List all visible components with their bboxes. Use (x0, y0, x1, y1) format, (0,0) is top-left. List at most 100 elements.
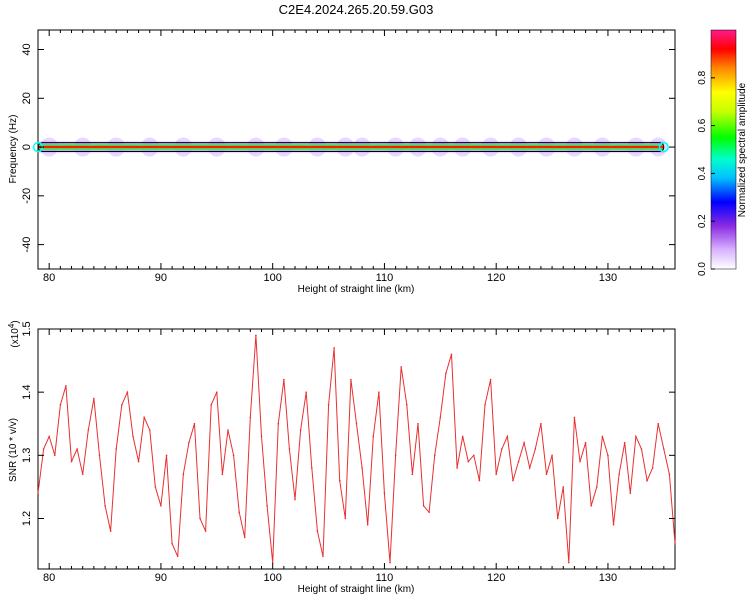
snr-data-point (148, 429, 151, 431)
snr-data-point (450, 353, 453, 356)
snr-data-point (121, 403, 123, 406)
snr-data-point (188, 441, 190, 444)
snr-data-point (467, 460, 470, 463)
snr-data-point (59, 403, 62, 406)
snr-data-point (126, 391, 129, 393)
snr-data-point (573, 416, 576, 419)
snr-data-point (221, 473, 224, 476)
snr-data-point (338, 479, 341, 482)
snr-data-point (266, 505, 268, 507)
snr-data-point (238, 511, 240, 513)
snr-data-point (109, 530, 112, 532)
spectrogram-ticks: 80 90 100 110 120 130 40 20 0 -20 -40 (21, 30, 676, 284)
snr-scale-suffix: ) (10, 320, 21, 323)
snr-data-point (283, 378, 285, 381)
snr-data-point (394, 454, 397, 457)
snr-data-point (445, 372, 447, 375)
snr-data-point (473, 454, 475, 457)
snr-data-point (361, 467, 363, 469)
snr-data-point (288, 448, 291, 450)
snr-data-point (76, 448, 78, 450)
snr-data-point (322, 555, 324, 558)
colorbar-ticks: 0.0 0.2 0.4 0.6 0.8 (697, 70, 715, 276)
snr-data-point (193, 422, 196, 425)
snr-y-axis-label: SNR (10 * v/v) (8, 418, 19, 482)
colorbar-tick-label: 0.4 (697, 166, 708, 180)
snr-data-point (640, 448, 643, 450)
snr-data-point (154, 486, 157, 488)
snr-data-point (400, 366, 403, 368)
colorbar-tick-label: 0.0 (697, 262, 708, 276)
snr-data-point (500, 448, 503, 450)
snr-data-point (199, 517, 201, 520)
figure-title: C2E4.2024.265.20.59.G03 (279, 2, 434, 17)
snr-data-point (277, 422, 280, 425)
snr-data-point (584, 441, 587, 444)
snr-data-point (646, 479, 648, 482)
snr-data-point (556, 517, 559, 520)
snr-data-point (623, 441, 626, 444)
snr-data-point (316, 530, 319, 532)
snr-data-point (528, 467, 531, 469)
snr-ticks: 80 90 100 110 120 130 1.5 1.4 1.3 1.2 (21, 321, 676, 584)
spectrogram-x-tick-label: 130 (599, 272, 617, 284)
snr-data-point (98, 454, 101, 457)
snr-x-tick-label: 120 (487, 572, 505, 584)
snr-data-point (517, 460, 520, 463)
snr-data-point (534, 448, 537, 450)
spectrogram-x-tick-label: 90 (155, 272, 167, 284)
colorbar-tick-label: 0.8 (697, 70, 708, 84)
snr-data-point (607, 454, 609, 457)
snr-plot-area (37, 328, 676, 570)
snr-data-point (461, 435, 464, 438)
snr-data-point (579, 460, 581, 463)
snr-data-point (417, 422, 419, 425)
snr-x-tick-label: 80 (43, 572, 55, 584)
snr-data-point (568, 561, 570, 564)
snr-panel: 80 90 100 110 120 130 1.5 1.4 1.3 1.2 Height of s… (7, 320, 676, 595)
spectrogram-x-tick-label: 100 (264, 272, 282, 284)
spectrogram-y-tick-label: 0 (21, 144, 33, 150)
snr-data-point (227, 429, 229, 431)
colorbar-tick-label: 0.2 (697, 214, 708, 228)
spectrogram-y-axis-label: Frequency (Hz) (8, 115, 19, 184)
snr-data-point (70, 460, 73, 463)
snr-data-point (629, 492, 632, 495)
snr-data-point (635, 435, 637, 438)
snr-x-tick-label: 110 (376, 572, 394, 584)
snr-data-point (350, 378, 352, 381)
snr-data-point (545, 473, 548, 476)
colorbar-gradient (710, 29, 737, 270)
colorbar-tick-label: 0.6 (697, 118, 708, 132)
snr-data-point (249, 416, 252, 419)
spectrogram-x-tick-label: 80 (43, 272, 55, 284)
snr-data-point (53, 454, 56, 457)
snr-x-tick-label: 100 (264, 572, 282, 584)
snr-data-point (333, 347, 335, 349)
snr-data-point (210, 403, 213, 406)
snr-data-point (65, 385, 67, 387)
snr-data-point (506, 435, 509, 438)
spectrogram-panel: 80 90 100 110 120 130 40 20 0 -20 -40 Height of st… (8, 29, 676, 295)
snr-data-point (411, 473, 414, 476)
snr-data-point (372, 435, 375, 438)
snr-data-point (171, 542, 173, 545)
snr-data-point (132, 435, 134, 438)
snr-data-point (612, 523, 615, 526)
snr-data-point (160, 505, 162, 507)
snr-data-point (668, 473, 671, 476)
snr-data-point (428, 511, 430, 513)
snr-data-point (366, 523, 369, 526)
snr-data-point (327, 403, 330, 406)
spectrogram-y-tick-label: -20 (21, 188, 33, 204)
snr-data-point (299, 429, 302, 431)
snr-data-point (104, 505, 106, 507)
snr-y-tick-label: 1.3 (21, 448, 33, 463)
spectrogram-x-tick-label: 120 (487, 272, 505, 284)
snr-data-point (523, 441, 525, 444)
snr-series-points (37, 334, 676, 564)
snr-data-point (663, 448, 665, 450)
snr-data-point (657, 422, 660, 425)
snr-data-point (42, 448, 45, 450)
